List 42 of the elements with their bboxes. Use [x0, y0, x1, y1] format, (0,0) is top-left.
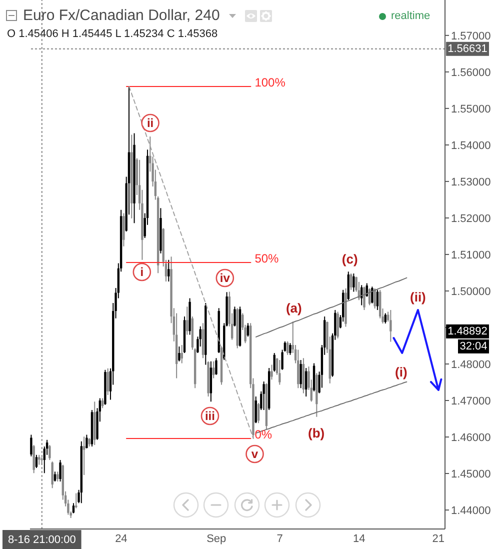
ref-line-label: 1.56631: [448, 42, 488, 55]
annotation: v: [251, 447, 258, 461]
x-tick-label: 14: [352, 532, 366, 545]
y-tick-label: 1.46000: [451, 432, 491, 444]
y-tick-label: 1.50000: [451, 286, 491, 298]
y-tick-label: 1.52000: [451, 212, 491, 225]
x-tick-label: 21: [432, 532, 445, 545]
annotation: (b): [308, 426, 325, 440]
y-tick-label: 1.54000: [451, 140, 491, 152]
annotation: (c): [342, 252, 358, 266]
y-tick-label: 1.47000: [451, 395, 491, 408]
y-tick-label: 1.55000: [451, 103, 491, 116]
annotation: (ii): [410, 290, 426, 304]
y-tick-label: 1.57000: [451, 30, 491, 42]
x-tick-label: Sep: [206, 532, 226, 545]
series-label: 50%: [254, 251, 280, 266]
y-tick-label: 1.44000: [451, 504, 491, 517]
x-tick-label: 7: [276, 532, 283, 545]
x-tick-label: 8-16 21:00:00: [8, 534, 76, 546]
annotation: 1.48892: [448, 325, 488, 338]
text: 32:04: [460, 340, 488, 352]
candlestick: [82, 436, 86, 475]
series-label: 100%: [254, 76, 286, 90]
y-tick-label: 1.51000: [451, 249, 491, 262]
annotation: ii: [146, 116, 154, 130]
y-tick-label: 1.45000: [451, 468, 491, 480]
annotation: iv: [220, 271, 230, 285]
text: O 1.45406 H 1.45445 L 1.45234 C 1.45368: [7, 28, 218, 40]
line-series: [256, 277, 408, 338]
x-tick-label: 24: [115, 532, 128, 545]
annotation: iii: [204, 409, 215, 423]
annotation: (a): [286, 300, 302, 316]
series-label: 0%: [254, 427, 272, 442]
annotation: realtime: [391, 10, 430, 22]
y-tick-label: 1.48000: [451, 358, 491, 371]
y-tick-label: 1.53000: [451, 176, 491, 188]
annotation: i: [140, 265, 144, 279]
line-series: [128, 86, 254, 439]
candlestick: [75, 493, 78, 508]
y-tick-label: 1.56000: [451, 66, 491, 79]
annotation: (i): [395, 364, 408, 380]
text: Euro Fx/Canadian Dollar, 240: [23, 7, 220, 24]
